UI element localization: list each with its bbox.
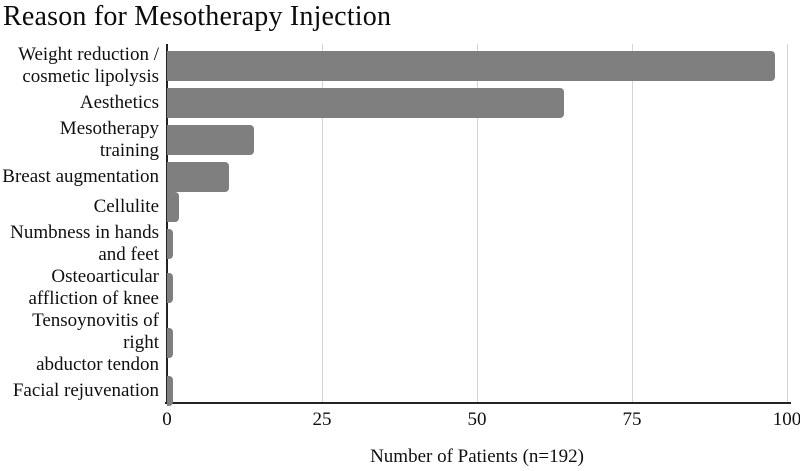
bar-row: Weight reduction / cosmetic lipolysis [0, 44, 791, 88]
category-label: Breast augmentation [0, 166, 167, 188]
bar-row: Aesthetics [0, 88, 791, 118]
category-label-line: Numbness in hands [10, 222, 159, 243]
y-axis-line [166, 44, 168, 404]
category-label: Facial rejuvenation [0, 380, 167, 402]
x-tick-label: 100 [772, 409, 800, 430]
bar-track [167, 44, 791, 88]
category-label: Osteoarticular affliction of knee [0, 266, 167, 310]
bar-track [167, 88, 791, 118]
grid-line [632, 44, 633, 402]
bar-row: Numbness in hands and feet [0, 222, 791, 266]
bar-row: Mesotherapy training [0, 118, 791, 162]
bar-track [167, 376, 791, 406]
category-label-line: and feet [98, 244, 159, 265]
bar [167, 162, 229, 192]
bar [167, 273, 174, 303]
category-label-line: Facial rejuvenation [12, 380, 159, 401]
category-label-line: affliction of knee [28, 288, 160, 309]
category-label-line: Breast augmentation [2, 166, 159, 187]
x-axis-title: Number of Patients (n=192) [370, 446, 584, 467]
bar-track [167, 118, 791, 162]
bar-row: Facial rejuvenation [0, 376, 791, 406]
category-label: Tensoynovitis of right abductor tendon [0, 310, 167, 376]
bar-track [167, 310, 791, 376]
category-label-line: abductor tendon [36, 354, 159, 375]
bar-track [167, 162, 791, 192]
category-label-line: Osteoarticular [51, 266, 159, 287]
category-label-line: Aesthetics [79, 92, 159, 113]
bar [167, 192, 180, 222]
x-tick-label: 0 [162, 409, 172, 430]
bar [167, 229, 174, 259]
bar-row: Cellulite [0, 192, 791, 222]
category-label: Weight reduction / cosmetic lipolysis [0, 44, 167, 88]
bar [167, 328, 174, 358]
bar-rows: Weight reduction / cosmetic lipolysis Aest… [0, 44, 791, 406]
x-tick-label: 25 [312, 409, 332, 430]
bar-row: Breast augmentation [0, 162, 791, 192]
category-label: Numbness in hands and feet [0, 222, 167, 266]
x-tick-label: 75 [622, 409, 642, 430]
category-label-line: Mesotherapy training [59, 118, 159, 161]
grid-line [477, 44, 478, 402]
bar-row: Osteoarticular affliction of knee [0, 266, 791, 310]
category-label-line: Cellulite [93, 196, 159, 217]
bar [167, 376, 174, 406]
bar-track [167, 192, 791, 222]
x-tick-label: 50 [467, 409, 487, 430]
category-label-line: Tensoynovitis of right [32, 310, 159, 353]
bar-track [167, 222, 791, 266]
grid-line [787, 44, 788, 402]
bar-row: Tensoynovitis of right abductor tendon [0, 310, 791, 376]
category-label-line: cosmetic lipolysis [22, 66, 159, 87]
category-label: Aesthetics [0, 92, 167, 114]
bar-track [167, 266, 791, 310]
bar [167, 88, 564, 118]
x-axis-line [165, 402, 791, 404]
grid-line [322, 44, 323, 402]
category-label: Cellulite [0, 196, 167, 218]
category-label: Mesotherapy training [0, 118, 167, 162]
category-label-line: Weight reduction / [18, 44, 159, 65]
chart-title: Reason for Mesotherapy Injection [3, 1, 392, 32]
bar [167, 51, 775, 81]
bar [167, 125, 254, 155]
